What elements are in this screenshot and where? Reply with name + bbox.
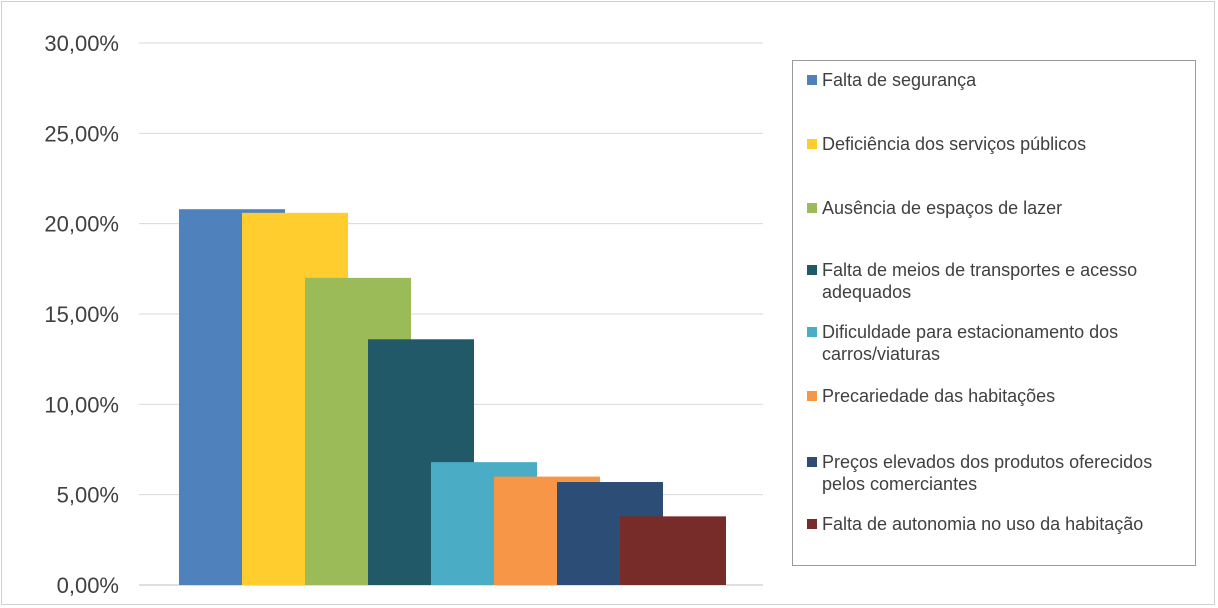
- legend-item: Preços elevados dos produtos oferecidos …: [807, 451, 1187, 495]
- legend-swatch: [807, 519, 817, 529]
- plot-area: 0,00% 5,00% 10,00% 15,00% 20,00% 25,00% 30,00%: [44, 31, 763, 598]
- legend-swatch: [807, 327, 817, 337]
- y-tick-label: 10,00%: [44, 392, 119, 417]
- legend-label: Ausência de espaços de lazer: [822, 198, 1063, 218]
- legend-label: Falta de autonomia no uso da habitação: [822, 514, 1144, 534]
- legend-label: Deficiência dos serviços públicos: [822, 134, 1087, 154]
- y-tick-label: 25,00%: [44, 121, 119, 146]
- legend-swatch: [807, 457, 817, 467]
- legend-item: Falta de segurança: [807, 69, 1187, 91]
- legend-swatch: [807, 139, 817, 149]
- legend-item: Falta de meios de transportes e acesso a…: [807, 259, 1187, 303]
- y-tick-label: 5,00%: [57, 483, 119, 508]
- legend: Falta de segurança Deficiência dos serviç…: [792, 60, 1196, 566]
- legend-item: Ausência de espaços de lazer: [807, 197, 1187, 219]
- legend-label: Preços elevados dos produtos oferecidos …: [822, 452, 1153, 494]
- y-tick-label: 0,00%: [57, 573, 119, 598]
- legend-swatch: [807, 75, 817, 85]
- legend-swatch: [807, 265, 817, 275]
- legend-item: Deficiência dos serviços públicos: [807, 133, 1187, 155]
- legend-swatch: [807, 391, 817, 401]
- legend-item: Dificuldade para estacionamento dos carr…: [807, 321, 1187, 365]
- y-tick-label: 30,00%: [44, 31, 119, 56]
- y-tick-label: 15,00%: [44, 302, 119, 327]
- bar: [620, 516, 726, 585]
- y-tick-label: 20,00%: [44, 212, 119, 237]
- legend-label: Dificuldade para estacionamento dos carr…: [822, 322, 1119, 364]
- legend-label: Falta de meios de transportes e acesso a…: [822, 260, 1138, 302]
- legend-label: Precariedade das habitações: [822, 386, 1056, 406]
- legend-item: Falta de autonomia no uso da habitação: [807, 513, 1187, 535]
- legend-label: Falta de segurança: [822, 70, 977, 90]
- legend-item: Precariedade das habitações: [807, 385, 1187, 407]
- legend-swatch: [807, 203, 817, 213]
